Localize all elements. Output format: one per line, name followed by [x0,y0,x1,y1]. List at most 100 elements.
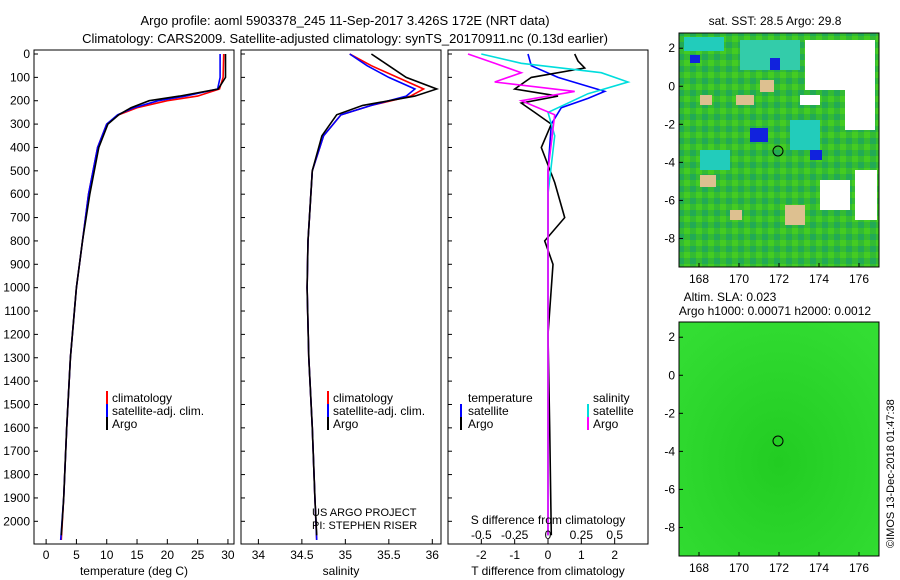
x-tick-label: -1 [509,548,520,562]
series-s-satellite [481,53,631,536]
depth-tick-label: 1200 [3,327,30,341]
salinity-legend: climatology satellite-adj. clim. Argo [327,391,425,431]
legend-satellite: satellite-adj. clim. [112,404,204,418]
temperature-x-axis: 0 5 10 15 20 25 30 [43,539,235,562]
series-layer [59,53,631,541]
salinity-xlabel: salinity [323,564,360,578]
legend-satellite: satellite-adj. clim. [333,404,425,418]
depth-tick-label: 1100 [4,304,30,318]
x-tick-label: 10 [100,548,114,562]
depth-tick-label: 1000 [3,281,30,295]
depth-tick-label: 800 [10,234,30,248]
header-line1: Argo profile: aoml 5903378_245 11-Sep-20… [140,13,549,28]
s-tick-label: -0.5 [471,528,492,542]
sst-float-marker [772,145,784,157]
series-argo [60,54,227,536]
map-x-tick-label: 172 [769,561,789,575]
legend-argo: Argo [333,417,359,431]
map-y-tick-label: 2 [668,41,675,55]
series-argo [306,53,440,536]
depth-tick-label: 2000 [3,514,30,528]
map-y-tick-label: -4 [664,155,675,169]
depth-tick-label: 1800 [3,468,30,482]
depth-tick-label: 1700 [3,444,30,458]
sla-float-marker [772,435,784,447]
s-tick-label: 0.25 [570,528,594,542]
depth-tick-label: 200 [10,94,30,108]
depth-tick-label: 100 [10,70,30,84]
x-tick-label: 35 [339,548,353,562]
depth-tick-label: 900 [10,257,30,271]
sst-map-title: sat. SST: 28.5 Argo: 29.8 [709,14,842,28]
x-tick-label: 0 [43,548,50,562]
map-x-tick-label: 168 [689,561,709,575]
x-tick-label: 2 [611,548,618,562]
x-tick-label: 36 [426,548,440,562]
map-y-tick-label: -6 [664,482,675,496]
temperature-xlabel: temperature (deg C) [80,564,188,578]
credit-pi: PI: STEPHEN RISER [312,520,417,532]
legend-climatology: climatology [333,391,393,405]
series-climatology [306,53,426,541]
legend-t-satellite: satellite [468,404,509,418]
sst-map-axes: 168 170 172 174 176 2 0 -2 -4 -6 -8 [664,41,869,286]
depth-tick-label: 1300 [3,351,30,365]
map-y-tick-label: -2 [664,406,675,420]
series-s-argo [467,53,575,536]
credit-project: US ARGO PROJECT [312,507,417,519]
depth-tick-label: 600 [10,187,30,201]
x-tick-label: 20 [161,548,175,562]
sst-map-features [684,37,877,225]
map-y-tick-label: -2 [664,117,675,131]
series-satellite-adj-clim [306,53,417,541]
x-tick-label: 1 [578,548,585,562]
x-tick-label: 35.5 [377,548,401,562]
x-tick-label: 5 [73,548,80,562]
map-x-tick-label: 176 [849,272,869,286]
s-tick-label: -0.25 [501,528,529,542]
depth-tick-label: 700 [10,211,30,225]
legend-climatology: climatology [112,391,172,405]
temperature-legend: climatology satellite-adj. clim. Argo [106,391,204,431]
map-x-tick-label: 170 [729,272,749,286]
sla-map-title1: Altim. SLA: 0.023 [684,290,777,304]
map-y-tick-label: 0 [668,368,675,382]
legend-s-argo: Argo [593,417,619,431]
depth-tick-label: 1600 [3,421,30,435]
map-y-tick-label: 2 [668,330,675,344]
depth-tick-label: 1900 [3,491,30,505]
imos-timestamp: ©IMOS 13-Dec-2018 01:47:38 [885,399,897,548]
s-tick-label: 0.5 [606,528,623,542]
x-tick-label: 0 [545,548,552,562]
depth-tick-label: 0 [23,47,30,61]
map-x-tick-label: 170 [729,561,749,575]
sla-map-title2: Argo h1000: 0.00071 h2000: 0.0012 [679,304,871,318]
legend-s-satellite: satellite [593,404,634,418]
map-x-tick-label: 174 [809,272,829,286]
legend-t-title: temperature [468,391,533,405]
difference-x-axis: -2 -1 0 1 2 [476,539,618,562]
map-y-tick-label: 0 [668,79,675,93]
x-tick-label: 34.5 [290,548,314,562]
x-tick-label: 15 [130,548,144,562]
map-x-tick-label: 174 [809,561,829,575]
x-tick-label: 34 [252,548,266,562]
difference-legend: temperature satellite Argo salinity sate… [460,391,634,431]
sla-map-axes: 168 170 172 174 176 2 0 -2 -4 -6 -8 [664,330,869,575]
depth-tick-label: 1500 [3,397,30,411]
map-x-tick-label: 172 [769,272,789,286]
depth-axis: 0 100 200 300 400 500 600 700 800 900 1000 1100 1200… [3,47,452,528]
x-tick-label: 30 [221,548,235,562]
legend-argo: Argo [112,417,138,431]
s-difference-label: S difference from climatology [471,513,626,527]
s-tick-label: 0 [545,528,552,542]
map-y-tick-label: -4 [664,444,675,458]
depth-tick-label: 1400 [3,374,30,388]
map-y-tick-label: -8 [664,231,675,245]
x-tick-label: 25 [191,548,205,562]
difference-xlabel: T difference from climatology [471,564,625,578]
series-satellite-adj-clim [59,54,221,541]
depth-tick-label: 300 [10,117,30,131]
series-t-argo [512,53,587,536]
temperature-panel-frame [33,49,235,545]
